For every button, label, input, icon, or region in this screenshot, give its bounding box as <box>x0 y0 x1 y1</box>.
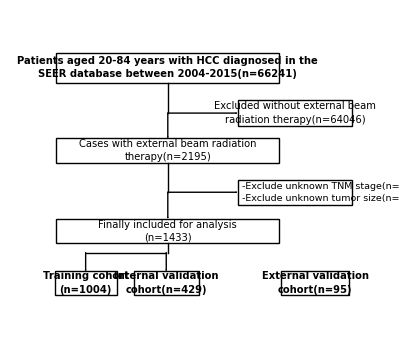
Bar <box>238 100 352 126</box>
Text: Internal validation
cohort(n=429): Internal validation cohort(n=429) <box>114 272 218 295</box>
Text: Training cohort
(n=1004): Training cohort (n=1004) <box>43 272 128 295</box>
Bar <box>56 53 279 83</box>
Text: Finally included for analysis
(n=1433): Finally included for analysis (n=1433) <box>98 220 237 243</box>
Text: External validation
cohort(n=95): External validation cohort(n=95) <box>262 272 368 295</box>
Text: Patients aged 20-84 years with HCC diagnosed in the
SEER database between 2004-2: Patients aged 20-84 years with HCC diagn… <box>18 56 318 79</box>
Bar <box>56 219 279 244</box>
Text: Cases with external beam radiation
therapy(n=2195): Cases with external beam radiation thera… <box>79 139 256 162</box>
Bar <box>281 271 349 295</box>
Text: Excluded without external beam
radiation therapy(n=64046): Excluded without external beam radiation… <box>214 101 376 125</box>
Bar <box>56 139 279 163</box>
Bar <box>238 180 352 205</box>
Bar <box>134 271 199 295</box>
Bar <box>55 271 117 295</box>
Text: -Exclude unknown TNM stage(n=591)
-Exclude unknown tumor size(n=171): -Exclude unknown TNM stage(n=591) -Exclu… <box>242 182 400 203</box>
